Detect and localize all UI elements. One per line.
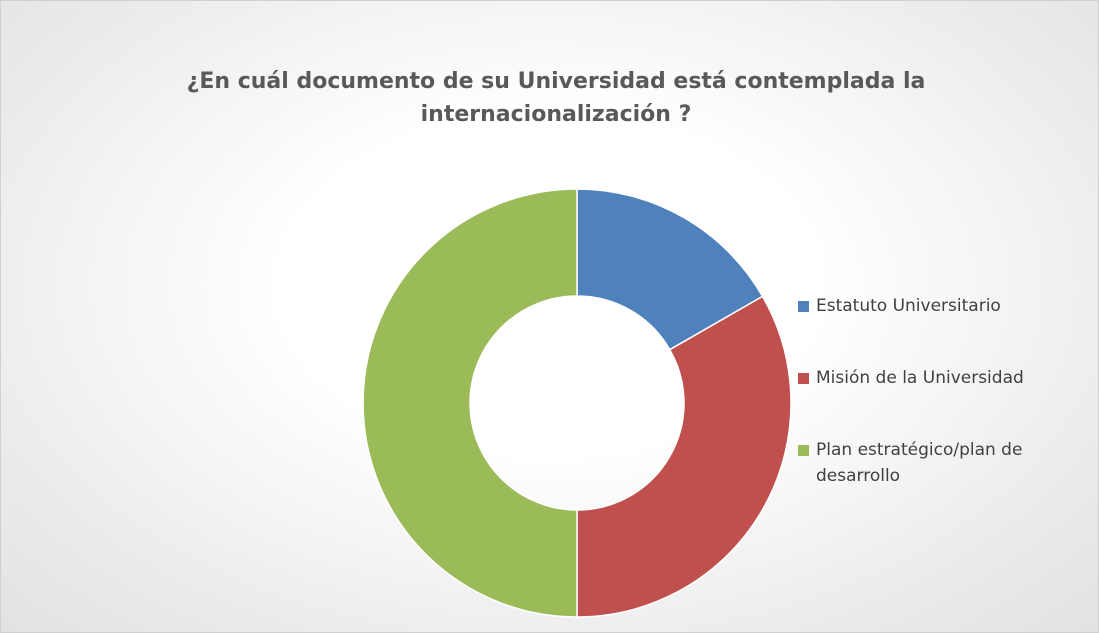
donut-slice [362, 188, 578, 618]
legend: Estatuto Universitario Misión de la Unive… [798, 293, 1098, 535]
legend-label: Estatuto Universitario [816, 296, 1001, 316]
legend-item: Misión de la Universidad [798, 365, 1098, 391]
legend-label: Misión de la Universidad [816, 368, 1024, 388]
legend-item: Estatuto Universitario [798, 293, 1098, 319]
donut-slice [576, 188, 764, 351]
legend-swatch [798, 445, 809, 456]
donut-slice [576, 295, 792, 618]
legend-swatch [798, 373, 809, 384]
legend-swatch [798, 301, 809, 312]
legend-item: Plan estratégico/plan de desarrollo [798, 437, 1098, 489]
legend-label: Plan estratégico/plan de desarrollo [816, 440, 1023, 486]
chart-title: ¿En cuál documento de su Universidad est… [186, 69, 926, 127]
